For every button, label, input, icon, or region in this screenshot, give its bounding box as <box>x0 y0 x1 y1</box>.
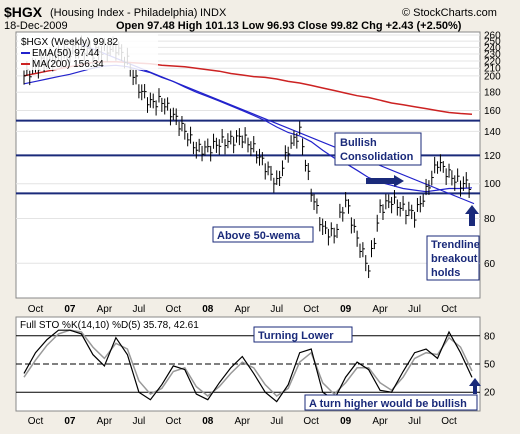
bullish-line2: Consolidation <box>340 151 414 163</box>
bullish-arrow <box>394 175 404 187</box>
price-axis-label: 260 <box>484 30 501 41</box>
above-label: Above 50-wema <box>217 230 301 242</box>
trendline-line2: breakout <box>431 253 478 265</box>
x-axis-label: Jul <box>132 304 145 315</box>
bullish-arrow-shaft <box>366 178 394 184</box>
x-axis-label: 07 <box>64 304 76 315</box>
price-axis-label: 250 <box>484 37 501 48</box>
x-axis-label: 07 <box>64 416 76 427</box>
watermark: © StockCharts.com <box>402 7 497 19</box>
x-axis-label: Jul <box>270 416 283 427</box>
price-axis-label: 100 <box>484 179 501 190</box>
price-axis-label: 160 <box>484 106 501 117</box>
index-name: (Housing Index - Philadelphia) <box>50 7 197 19</box>
breakout-arrow <box>465 205 479 214</box>
sto-axis-label: 50 <box>484 360 496 371</box>
price-axis-label: 60 <box>484 259 496 270</box>
above-box <box>212 226 314 243</box>
sto-arrow-shaft <box>473 386 477 394</box>
price-axis-label: 120 <box>484 151 501 162</box>
sto-levels <box>16 335 480 393</box>
price-axis-label: 180 <box>484 88 501 99</box>
ohlc-label: Open 97.48 High 101.13 Low 96.93 Close 9… <box>116 20 462 32</box>
x-axis-label: 08 <box>202 304 214 315</box>
price-grid <box>16 34 480 264</box>
turn-higher-label: A turn higher would be bullish <box>309 398 467 410</box>
symbol-label: $HGX <box>4 4 43 20</box>
x-axis-label: Apr <box>372 416 388 427</box>
price-axis-label: 200 <box>484 71 501 82</box>
sto-axis: 80 50 20 <box>484 331 496 398</box>
turn-higher-box <box>304 394 478 411</box>
price-axis-label: 80 <box>484 214 496 225</box>
x-axis-label: Oct <box>166 416 182 427</box>
x-axis-label: Apr <box>234 416 250 427</box>
x-axis-label: Oct <box>303 416 319 427</box>
legend-price: $HGX (Weekly) 99.82 <box>21 37 119 48</box>
price-axis-label: 230 <box>484 50 501 61</box>
x-axis-bottom: Oct 07 Apr Jul Oct 08 Apr Jul Oct 09 Apr Jul Oct <box>28 416 457 427</box>
x-axis-label: Apr <box>234 304 250 315</box>
legend-ema: EMA(50) 97.44 <box>32 48 100 59</box>
price-axis-label: 220 <box>484 56 501 67</box>
sto-arrow <box>469 378 481 386</box>
x-axis-label: Apr <box>372 304 388 315</box>
x-axis-label: 09 <box>340 416 352 427</box>
x-axis-label: Jul <box>132 416 145 427</box>
x-axis-label: Jul <box>408 304 421 315</box>
x-axis-label: Apr <box>97 416 113 427</box>
bullish-box <box>334 132 422 166</box>
price-legend-bg <box>18 34 158 70</box>
x-axis-label: Oct <box>303 304 319 315</box>
x-axis-label: Oct <box>441 304 457 315</box>
trendline-line3: holds <box>431 267 460 279</box>
price-axis-label: 240 <box>484 43 501 54</box>
trendline <box>81 43 475 205</box>
date-label: 18-Dec-2009 <box>4 20 68 32</box>
x-axis-label: 08 <box>202 416 214 427</box>
turning-label: Turning Lower <box>258 330 334 342</box>
trendline-line1: Trendline <box>431 239 480 251</box>
x-axis-label: Oct <box>28 416 44 427</box>
price-axis-label: 210 <box>484 64 501 75</box>
x-axis-label: Jul <box>408 416 421 427</box>
legend-ma: MA(200) 156.34 <box>32 59 104 70</box>
turning-box <box>253 326 353 343</box>
x-axis-label: Oct <box>441 416 457 427</box>
x-axis-label: Apr <box>97 304 113 315</box>
breakout-arrow-shaft <box>469 214 475 226</box>
x-axis-label: 09 <box>340 304 352 315</box>
trendline-box <box>426 235 480 281</box>
bullish-line1: Bullish <box>340 137 377 149</box>
sto-axis-label: 20 <box>484 388 496 399</box>
sto-axis-label: 80 <box>484 331 496 342</box>
sto-k-line <box>23 329 473 403</box>
exchange-label: INDX <box>200 7 227 19</box>
x-axis-label: Oct <box>166 304 182 315</box>
x-axis-label: Oct <box>28 304 44 315</box>
x-axis-mid: Oct 07 Apr Jul Oct 08 Apr Jul Oct 09 Apr Jul Oct <box>28 304 457 315</box>
legend-sto: Full STO %K(14,10) %D(5) 35.78, 42.61 <box>20 320 199 331</box>
x-axis-label: Jul <box>270 304 283 315</box>
price-axis-label: 140 <box>484 127 501 138</box>
